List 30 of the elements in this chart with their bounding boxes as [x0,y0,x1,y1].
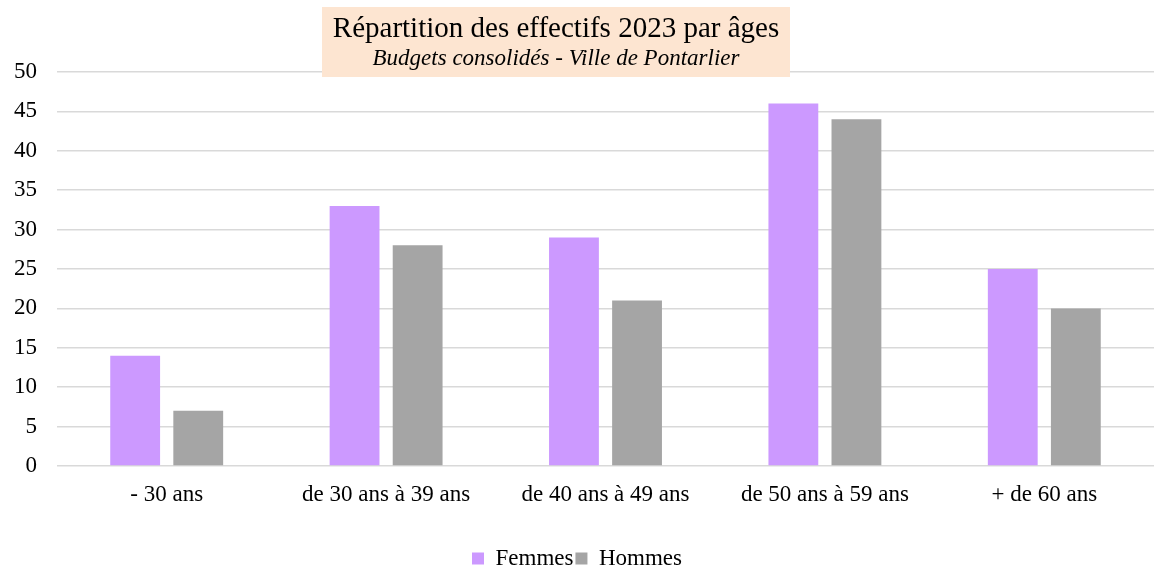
y-tick-label: 30 [14,215,37,241]
y-tick-label: 25 [14,255,37,281]
bar [831,119,882,466]
bar [392,245,443,466]
legend-label: Femmes [495,544,574,568]
bar [768,103,819,466]
y-tick-label: 10 [14,373,37,399]
x-tick-label: de 40 ans à 49 ans [521,480,690,506]
x-tick-label: - 30 ans [130,480,204,506]
bar [173,410,224,466]
bar [987,269,1038,466]
y-tick-label: 50 [14,58,37,84]
bar [612,300,662,466]
y-tick-label: 45 [14,97,37,123]
y-tick-label: 15 [14,333,37,359]
y-tick-label: 0 [25,452,37,478]
bar [329,205,380,466]
y-tick-label: 5 [25,412,37,438]
y-tick-label: 40 [14,136,37,162]
legend-label: Hommes [598,544,683,568]
bar [110,355,161,466]
x-tick-label: de 30 ans à 39 ans [302,480,471,506]
y-tick-label: 35 [14,176,37,202]
x-tick-label: + de 60 ans [991,480,1098,506]
bar [549,237,599,466]
y-tick-label: 20 [14,294,37,320]
chart-title: Répartition des effectifs 2023 par âges [331,10,781,44]
chart-subtitle: Budgets consolidés - Ville de Pontarlier [371,44,741,72]
bar [1050,308,1101,466]
x-tick-label: de 50 ans à 59 ans [740,480,909,506]
